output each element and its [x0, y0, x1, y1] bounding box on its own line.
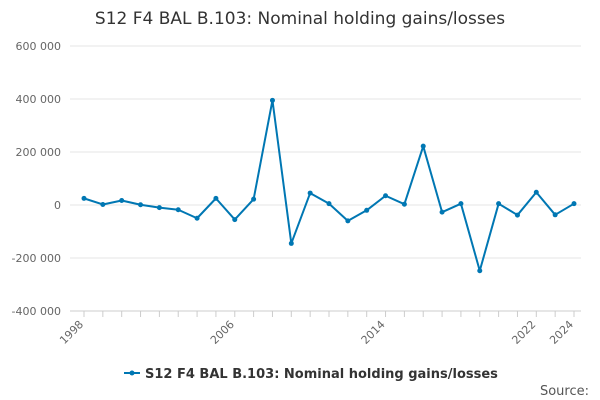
data-point[interactable] — [345, 218, 351, 224]
data-point[interactable] — [364, 207, 370, 213]
data-point[interactable] — [156, 205, 162, 211]
data-point[interactable] — [194, 215, 200, 221]
axes: -400 000 -200 000 0 200 000 400 000 600 000 19… — [12, 40, 577, 347]
series-layer — [81, 97, 577, 274]
data-point[interactable] — [383, 193, 389, 199]
y-tick-label: 0 — [54, 199, 61, 212]
data-point[interactable] — [571, 201, 577, 207]
data-point[interactable] — [213, 195, 219, 201]
data-point[interactable] — [138, 202, 144, 208]
y-tick-label: -400 000 — [12, 305, 61, 318]
data-point[interactable] — [326, 201, 332, 207]
legend-marker — [129, 370, 135, 376]
data-point[interactable] — [552, 212, 558, 218]
x-tick-label: 1998 — [57, 318, 86, 347]
data-point[interactable] — [81, 195, 87, 201]
data-point[interactable] — [533, 189, 539, 195]
data-point[interactable] — [251, 196, 257, 202]
series-line[interactable] — [83, 99, 575, 272]
data-point[interactable] — [288, 240, 294, 246]
x-tick-label: 2024 — [547, 318, 576, 347]
x-tick-label: 2022 — [509, 318, 538, 347]
x-tick-label: 2006 — [208, 318, 237, 347]
data-point[interactable] — [232, 217, 238, 223]
x-tick-label: 2014 — [359, 318, 388, 347]
data-point[interactable] — [420, 143, 426, 149]
data-point[interactable] — [514, 212, 520, 218]
source-label: Source: — [540, 384, 589, 399]
data-point[interactable] — [269, 97, 275, 103]
data-point[interactable] — [439, 209, 445, 215]
legend-label: S12 F4 BAL B.103: Nominal holding gains/… — [145, 367, 498, 382]
data-point[interactable] — [401, 201, 407, 207]
chart-title: S12 F4 BAL B.103: Nominal holding gains/… — [95, 9, 505, 29]
y-tick-label: 200 000 — [16, 146, 62, 159]
data-point[interactable] — [307, 190, 313, 196]
data-point[interactable] — [175, 207, 181, 213]
y-tick-label: -200 000 — [12, 252, 61, 265]
data-point[interactable] — [100, 201, 106, 207]
data-point[interactable] — [458, 201, 464, 207]
y-tick-label: 400 000 — [16, 93, 62, 106]
data-point[interactable] — [119, 197, 125, 203]
data-point[interactable] — [477, 268, 483, 274]
data-point[interactable] — [496, 201, 502, 207]
y-tick-label: 600 000 — [16, 40, 62, 53]
legend[interactable]: S12 F4 BAL B.103: Nominal holding gains/… — [124, 367, 498, 382]
grid — [70, 45, 581, 312]
